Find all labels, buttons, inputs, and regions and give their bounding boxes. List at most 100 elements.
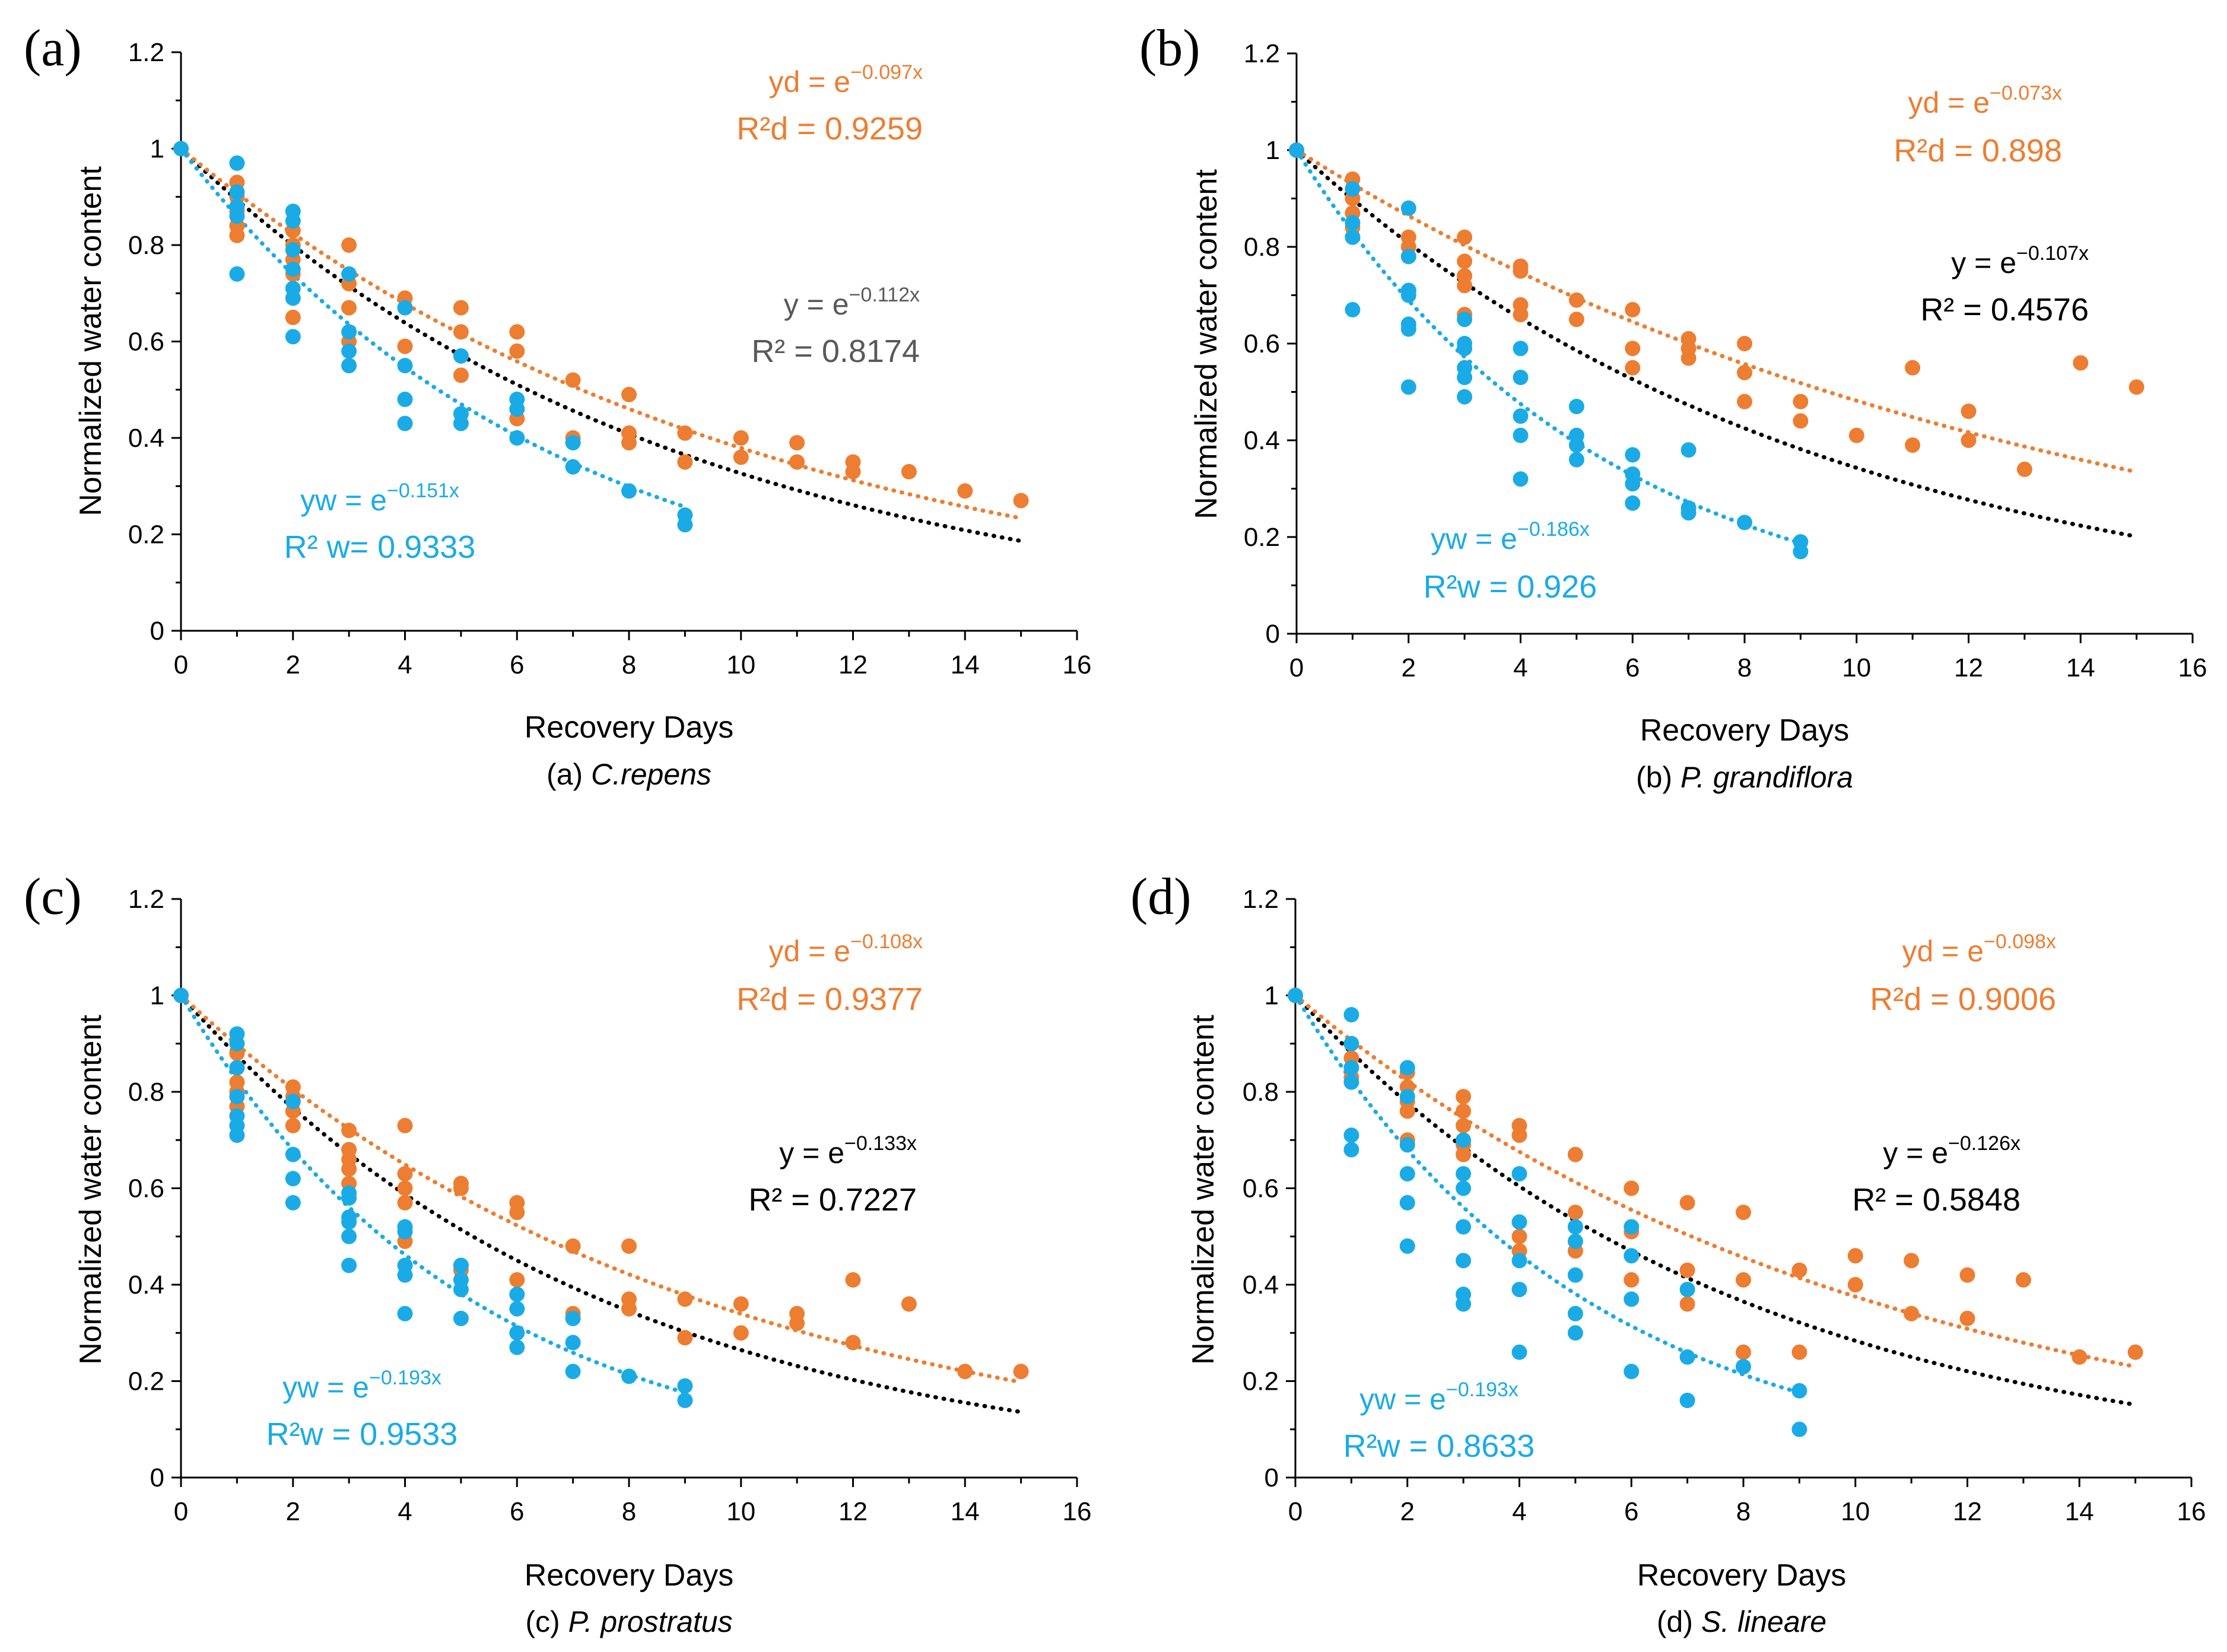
dry-point [1793, 413, 1809, 429]
dry-point [1737, 364, 1752, 380]
x-tick-label: 0 [174, 650, 188, 679]
combined-fit-equation-exponent: −0.126x [1948, 1132, 2020, 1155]
wet-point [1345, 301, 1361, 317]
dry-fit-equation: yd = e−0.097x [768, 61, 923, 99]
wet-point [285, 1146, 301, 1162]
x-tick-label: 8 [1736, 1497, 1751, 1526]
wet-point [1400, 249, 1416, 265]
y-tick-label: 1 [1265, 981, 1279, 1011]
y-tick-label: 1 [150, 135, 164, 164]
y-tick-label: 0 [150, 617, 164, 646]
y-axis-title: Normalized water content [74, 1015, 108, 1365]
x-tick-label: 2 [1400, 1497, 1415, 1526]
wet-point [453, 415, 469, 431]
dry-point [1456, 1089, 1472, 1105]
dry-fit-equation-base: yd = e [1908, 86, 1990, 119]
y-tick-label: 0 [1265, 1463, 1279, 1492]
dry-point [1568, 292, 1584, 308]
y-axis-title: Normalized water content [1186, 1015, 1221, 1365]
x-tick-label: 6 [1625, 653, 1640, 682]
combined-fit-line [1294, 148, 2139, 539]
dry-point [1959, 1267, 1975, 1283]
dry-point [2073, 355, 2089, 371]
dry-point [397, 1166, 413, 1182]
panel-letter: (d) [1130, 868, 1192, 926]
x-tick-label: 14 [951, 1497, 980, 1526]
wet-point [677, 1393, 693, 1408]
dry-point [1013, 1364, 1029, 1380]
wet-point [1343, 1035, 1359, 1051]
wet-point [1624, 1219, 1640, 1235]
wet-point [1513, 341, 1529, 357]
dry-point [1456, 1103, 1472, 1119]
wet-point [341, 1257, 357, 1273]
dry-point [229, 227, 245, 243]
wet-point [1511, 1166, 1527, 1182]
wet-point [1567, 1233, 1583, 1249]
dry-point [677, 425, 693, 441]
dry-point [789, 1316, 805, 1331]
wet-point [1456, 1180, 1472, 1196]
x-tick-label: 14 [2066, 653, 2095, 682]
combined-fit-line [179, 993, 1024, 1414]
y-tick-label: 0.2 [128, 1367, 164, 1396]
wet-fit-equation-base: yw = e [1359, 1383, 1446, 1416]
y-tick-label: 1 [150, 981, 164, 1011]
dry-point [621, 435, 637, 451]
dry-point [1457, 253, 1473, 269]
x-tick-label: 8 [622, 1497, 636, 1526]
wet-point [1624, 1291, 1640, 1307]
caption-species: P. prostratus [568, 1605, 733, 1638]
x-tick-label: 0 [1289, 653, 1304, 682]
dry-point [1791, 1262, 1807, 1278]
panel-letter: (b) [1139, 20, 1200, 77]
x-tick-label: 12 [1953, 1497, 1982, 1526]
combined-fit-equation: y = e−0.133x [779, 1132, 917, 1170]
dry-point [957, 483, 973, 499]
dry-point [2016, 461, 2032, 477]
x-tick-label: 16 [2178, 653, 2207, 682]
wet-point [677, 1378, 693, 1394]
dry-point [1905, 437, 1921, 453]
dry-fit-equation: yd = e−0.108x [768, 930, 923, 968]
dry-point [1511, 1127, 1527, 1143]
wet-point [229, 208, 245, 224]
dry-point [285, 309, 301, 325]
combined-fit-equation-base: y = e [1951, 246, 2016, 279]
y-tick-label: 0.2 [1244, 523, 1280, 552]
caption-species: C.repens [591, 758, 711, 791]
x-tick-label: 0 [1288, 1497, 1302, 1526]
wet-point [341, 1214, 357, 1230]
wet-point [1400, 321, 1416, 337]
dry-point [565, 372, 581, 388]
wet-point [229, 1035, 245, 1051]
wet-fit-equation: yw = e−0.193x [1359, 1378, 1518, 1416]
combined-fit-equation-base: y = e [779, 1136, 844, 1170]
combined-fit-equation-exponent: −0.107x [2016, 242, 2089, 265]
wet-point [341, 358, 357, 374]
wet-point [677, 517, 693, 533]
wet-point [1568, 437, 1584, 453]
wet-point [1399, 1166, 1415, 1182]
dry-fit-r2-label: R²d = 0.9259 [736, 111, 923, 147]
dry-point [2015, 1272, 2031, 1288]
wet-point [1680, 442, 1697, 458]
wet-point [341, 266, 357, 282]
wet-point [1456, 1132, 1472, 1148]
wet-point [1456, 1253, 1472, 1269]
wet-point [1457, 312, 1473, 328]
y-tick-label: 0.2 [128, 520, 164, 549]
wet-point [509, 1286, 525, 1302]
wet-point [397, 415, 413, 431]
dry-point [397, 1180, 413, 1196]
wet-point [1399, 1238, 1415, 1254]
dry-point [733, 449, 749, 465]
wet-point [1568, 452, 1584, 468]
wet-point [285, 261, 301, 277]
combined-fit-equation: y = e−0.112x [784, 284, 920, 321]
dry-fit-r2-label: R²d = 0.898 [1894, 133, 2062, 169]
combined-fit-equation: y = e−0.126x [1883, 1132, 2020, 1170]
wet-point [285, 1194, 301, 1211]
wet-point [621, 1368, 637, 1384]
wet-point [285, 213, 301, 229]
